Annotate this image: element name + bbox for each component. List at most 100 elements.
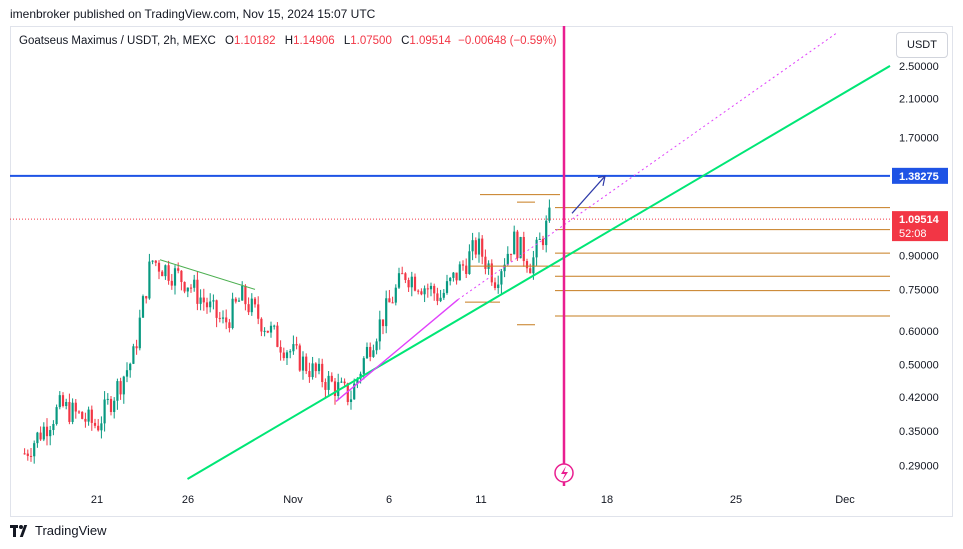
candle-body xyxy=(474,240,477,255)
candle-body xyxy=(301,356,305,371)
candle-body xyxy=(74,402,77,412)
candle-body xyxy=(39,432,42,440)
candle-body xyxy=(369,346,372,357)
candle-body xyxy=(189,287,193,289)
candle-body xyxy=(404,273,407,281)
candle-body xyxy=(29,455,33,457)
candle-body xyxy=(199,297,202,304)
candle-body xyxy=(247,304,250,313)
candle-body xyxy=(221,317,225,319)
candle-body xyxy=(346,383,349,402)
candle-body xyxy=(314,363,317,372)
candle-body xyxy=(529,268,532,274)
candle-body xyxy=(381,319,385,327)
y-tick-label: 0.90000 xyxy=(899,251,939,263)
candle-body xyxy=(356,378,359,384)
candle-body xyxy=(154,260,157,263)
symbol-name[interactable]: Goatseus Maximus / USDT, 2h, MEXC xyxy=(19,35,216,47)
candle-body xyxy=(497,284,500,289)
candle-body xyxy=(449,277,452,282)
symbol-legend: Goatseus Maximus / USDT, 2h, MEXC O1.101… xyxy=(19,35,557,47)
candle-body xyxy=(164,265,167,277)
candle-body xyxy=(362,358,365,374)
candle-body xyxy=(516,231,519,259)
candle-body xyxy=(116,381,119,401)
candle-body xyxy=(113,400,116,413)
candle-body xyxy=(378,319,381,342)
candle-body xyxy=(215,300,218,318)
x-tick-label: 21 xyxy=(91,494,103,506)
candle-body xyxy=(509,253,513,255)
candle-body xyxy=(170,280,173,286)
candle-body xyxy=(269,325,273,333)
candle-body xyxy=(186,287,189,292)
candle-body xyxy=(429,285,433,290)
lightning-glyph xyxy=(561,466,568,481)
candle-body xyxy=(490,263,493,283)
candle-body xyxy=(461,264,465,266)
candle-body xyxy=(49,430,52,437)
candle-body xyxy=(33,443,36,457)
candle-body xyxy=(193,279,196,288)
candle-body xyxy=(397,273,401,288)
candle-body xyxy=(532,257,535,274)
high-value: 1.14906 xyxy=(293,35,335,47)
candle-body xyxy=(279,346,282,353)
candle-body xyxy=(241,285,244,301)
candle-body xyxy=(36,432,39,444)
candle-body xyxy=(167,265,170,281)
last-price-label: 1.09514 xyxy=(899,214,940,226)
x-tick-label: Nov xyxy=(283,494,303,506)
candle-body xyxy=(513,231,516,255)
candle-body xyxy=(436,293,439,302)
y-tick-label: 2.50000 xyxy=(899,61,939,73)
high-label: H xyxy=(284,35,294,47)
candle-body xyxy=(58,395,61,408)
last-price-tag-bg xyxy=(892,211,948,242)
x-tick-label: Dec xyxy=(835,494,855,506)
projection-line xyxy=(457,31,839,300)
candle-body xyxy=(292,344,295,352)
y-tick-label: 0.50000 xyxy=(899,360,939,372)
currency-button[interactable]: USDT xyxy=(896,32,948,58)
y-tick-label: 0.60000 xyxy=(899,326,939,338)
candle-body xyxy=(84,418,87,422)
close-value: 1.09514 xyxy=(409,35,451,47)
tradingview-brand: TradingView xyxy=(35,523,107,538)
candle-body xyxy=(65,402,68,407)
candle-body xyxy=(317,363,321,372)
candle-body xyxy=(308,371,311,378)
candle-body xyxy=(330,375,333,382)
candle-body xyxy=(90,409,93,423)
resistance-price-label: 1.38275 xyxy=(899,171,939,183)
candle-body xyxy=(141,296,145,318)
candle-body xyxy=(26,453,29,456)
candle-body xyxy=(298,345,301,371)
candle-body xyxy=(77,411,81,413)
candle-body xyxy=(237,300,241,302)
candle-body xyxy=(106,398,109,400)
candle-body xyxy=(263,330,266,332)
candle-body xyxy=(228,322,231,328)
candle-body xyxy=(273,325,276,327)
x-tick-label: 25 xyxy=(730,494,742,506)
candle-body xyxy=(311,363,314,378)
candle-body xyxy=(157,262,161,272)
candle-body xyxy=(388,298,391,303)
candle-body xyxy=(285,352,289,359)
candle-body xyxy=(452,272,455,278)
candle-body xyxy=(458,264,461,281)
candle-body xyxy=(196,279,199,304)
candle-body xyxy=(321,363,324,383)
candle-body xyxy=(205,302,209,308)
y-tick-label: 0.29000 xyxy=(899,461,939,473)
resistance-price-label-bg xyxy=(892,167,948,184)
candle-body xyxy=(234,298,237,302)
countdown-label: 52:08 xyxy=(899,228,927,240)
candle-body xyxy=(129,363,132,371)
candle-body xyxy=(343,381,346,384)
close-label: C xyxy=(401,35,410,47)
candle-body xyxy=(439,297,442,302)
candle-body xyxy=(471,240,474,252)
